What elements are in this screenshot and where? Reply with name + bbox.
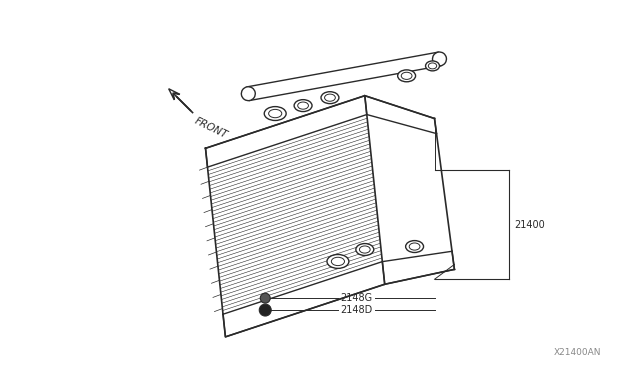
- Ellipse shape: [397, 70, 415, 82]
- Text: 2148D: 2148D: [340, 305, 372, 315]
- Ellipse shape: [321, 92, 339, 104]
- Ellipse shape: [401, 72, 412, 79]
- Polygon shape: [382, 251, 454, 284]
- Ellipse shape: [327, 254, 349, 268]
- Ellipse shape: [426, 61, 440, 71]
- Polygon shape: [169, 89, 180, 100]
- Ellipse shape: [433, 52, 447, 66]
- Ellipse shape: [298, 102, 308, 109]
- Ellipse shape: [406, 241, 424, 253]
- Text: 21400: 21400: [514, 220, 545, 230]
- Ellipse shape: [324, 94, 335, 101]
- Ellipse shape: [269, 109, 282, 118]
- Circle shape: [260, 293, 270, 303]
- Polygon shape: [223, 262, 385, 337]
- Ellipse shape: [356, 244, 374, 256]
- Circle shape: [259, 304, 271, 316]
- Ellipse shape: [428, 63, 436, 69]
- Polygon shape: [365, 96, 436, 134]
- Ellipse shape: [360, 246, 370, 253]
- Ellipse shape: [264, 107, 286, 121]
- Ellipse shape: [294, 100, 312, 112]
- Text: FRONT: FRONT: [193, 116, 229, 140]
- Ellipse shape: [332, 257, 344, 266]
- Text: X21400AN: X21400AN: [554, 348, 602, 357]
- Polygon shape: [205, 96, 367, 167]
- Ellipse shape: [241, 87, 255, 101]
- Ellipse shape: [409, 243, 420, 250]
- Text: 2148G: 2148G: [340, 293, 372, 303]
